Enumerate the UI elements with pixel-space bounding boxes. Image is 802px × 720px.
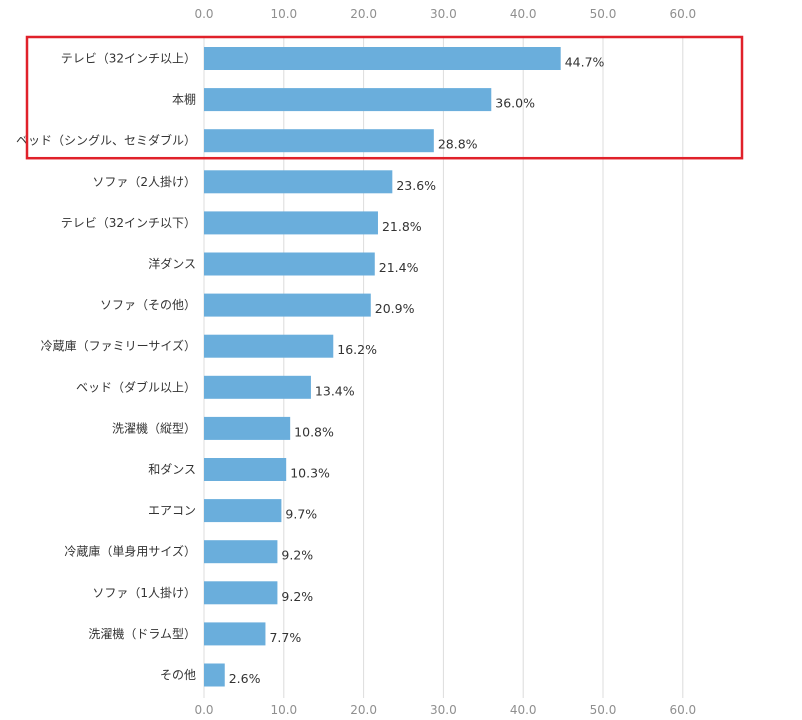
category-label: 洗濯機（縦型） [112,420,196,435]
value-label: 13.4% [315,383,355,398]
bottom-axis-ticks: 0.0 10.0 20.0 30.0 40.0 50.0 60.0 [194,703,696,717]
category-label: 冷蔵庫（ファミリーサイズ） [41,338,196,353]
value-label: 23.6% [396,178,436,193]
category-label: その他 [160,668,196,682]
top-tick-label: 40.0 [510,7,537,21]
bottom-tick-label: 30.0 [430,703,457,717]
top-tick-label: 50.0 [590,7,617,21]
value-label: 36.0% [495,96,535,111]
value-label: 28.8% [438,137,478,152]
bottom-tick-label: 0.0 [194,703,213,717]
bottom-tick-label: 50.0 [590,703,617,717]
bar [204,416,291,440]
value-label: 10.8% [294,424,334,439]
bar [204,88,492,112]
value-label: 2.6% [229,671,261,686]
bar [204,170,393,194]
bar [204,499,282,523]
bar [204,47,561,70]
value-label: 9.2% [281,548,313,563]
value-label: 9.2% [281,589,313,604]
highlight-box [25,35,744,160]
top-tick-label: 10.0 [270,7,297,21]
bar [204,622,266,646]
top-tick-label: 0.0 [194,7,213,21]
bottom-tick-label: 10.0 [270,703,297,717]
bar [204,129,434,153]
bar [204,211,378,235]
bottom-tick-label: 40.0 [510,703,537,717]
category-label: 洗濯機（ドラム型） [88,626,196,641]
value-label: 7.7% [269,630,301,645]
category-label: ソファ（1人掛け） [92,585,196,600]
bar [204,252,375,276]
top-tick-label: 30.0 [430,7,457,21]
category-label: テレビ（32インチ以下） [61,216,196,230]
bar [204,581,278,605]
bar [204,293,371,317]
value-label: 16.2% [337,342,377,357]
value-label: 21.8% [382,219,422,234]
category-label: 和ダンス [148,462,196,477]
category-label: ソファ（2人掛け） [92,174,196,189]
category-label: ベッド（ダブル以上） [76,379,196,394]
category-label: 冷蔵庫（単身用サイズ） [64,544,196,559]
value-label: 20.9% [375,301,415,316]
category-label: 洋ダンス [148,256,196,271]
category-label: ソファ（その他） [100,298,196,312]
bar [204,540,278,564]
top-axis-ticks: 0.0 10.0 20.0 30.0 40.0 50.0 60.0 [194,7,696,21]
bars [204,47,561,687]
category-label: エアコン [148,504,196,518]
category-label: テレビ（32インチ以上） [61,52,196,66]
value-label: 44.7% [565,55,605,70]
bar [204,663,225,687]
top-tick-label: 60.0 [669,7,696,21]
top-tick-label: 20.0 [350,7,377,21]
value-label: 9.7% [285,507,317,522]
bar [204,334,334,358]
value-label: 10.3% [290,466,330,481]
value-labels: 44.7% 36.0% 28.8% 23.6% 21.8% 21.4% 20.9% 16.2%… [229,55,605,687]
bottom-tick-label: 60.0 [669,703,696,717]
bottom-tick-label: 20.0 [350,703,377,717]
bar [204,458,287,481]
category-label: 本棚 [172,92,196,107]
bar [204,375,311,399]
value-label: 21.4% [379,260,419,275]
category-label: ベッド（シングル、セミダブル） [16,133,196,148]
